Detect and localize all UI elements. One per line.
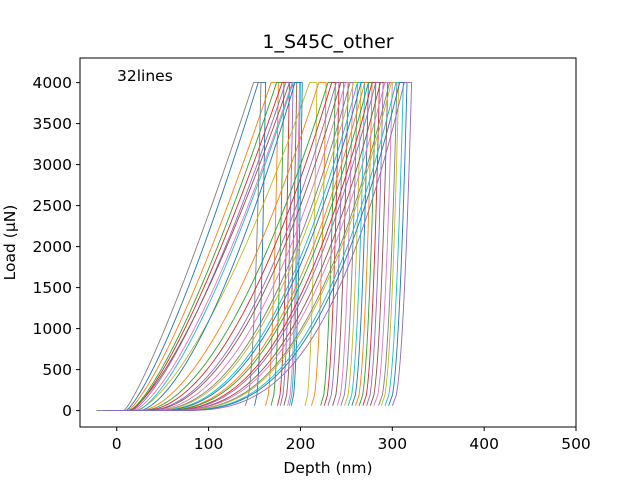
y-tick-label: 3000 bbox=[33, 156, 72, 174]
x-tick-label: 0 bbox=[112, 435, 122, 453]
x-tick-label: 100 bbox=[194, 435, 224, 453]
x-axis: 0 100 200 300 400 500 bbox=[112, 427, 591, 453]
series-line bbox=[102, 82, 366, 412]
x-tick-label: 400 bbox=[469, 435, 499, 453]
x-tick-label: 300 bbox=[377, 435, 407, 453]
y-tick-label: 4000 bbox=[33, 74, 72, 92]
series-line bbox=[100, 82, 404, 412]
axes-frame bbox=[79, 57, 577, 428]
x-tick-label: 200 bbox=[286, 435, 316, 453]
series-line bbox=[103, 82, 377, 412]
y-tick-label: 1500 bbox=[33, 279, 72, 297]
x-tick-label: 500 bbox=[561, 435, 591, 453]
y-tick-label: 1000 bbox=[33, 320, 72, 338]
line-count-annotation: 32lines bbox=[117, 67, 173, 85]
series-line bbox=[102, 82, 340, 412]
series-line bbox=[105, 82, 408, 412]
series-line bbox=[98, 82, 373, 412]
y-axis: 0 500 1000 1500 2000 2500 3000 3500 4000 bbox=[33, 74, 80, 420]
series-line bbox=[100, 82, 380, 412]
series-line bbox=[105, 82, 362, 412]
series-line bbox=[107, 82, 369, 412]
chart-title: 1_S45C_other bbox=[262, 31, 393, 53]
y-tick-label: 2500 bbox=[33, 197, 72, 215]
y-tick-label: 2000 bbox=[33, 238, 72, 256]
y-tick-label: 0 bbox=[62, 402, 72, 420]
series-line bbox=[105, 82, 290, 412]
plot-lines bbox=[96, 82, 413, 412]
series-line bbox=[96, 82, 358, 412]
series-line bbox=[103, 82, 354, 412]
series-line bbox=[96, 82, 294, 412]
series-line bbox=[107, 82, 393, 412]
series-line bbox=[105, 82, 327, 412]
series-line bbox=[102, 82, 279, 412]
x-axis-label: Depth (nm) bbox=[283, 459, 372, 477]
series-line bbox=[98, 82, 336, 412]
y-tick-label: 3500 bbox=[33, 115, 72, 133]
series-line bbox=[100, 82, 349, 412]
y-axis-label: Load (µN) bbox=[1, 205, 19, 281]
y-tick-label: 500 bbox=[42, 361, 72, 379]
series-line bbox=[102, 82, 413, 412]
series-line bbox=[103, 82, 318, 412]
series-line bbox=[98, 82, 398, 412]
series-line bbox=[109, 82, 303, 412]
series-line bbox=[100, 82, 301, 412]
series-line bbox=[102, 82, 389, 412]
series-line bbox=[103, 82, 400, 412]
series-line bbox=[100, 82, 285, 412]
series-line bbox=[105, 82, 384, 412]
